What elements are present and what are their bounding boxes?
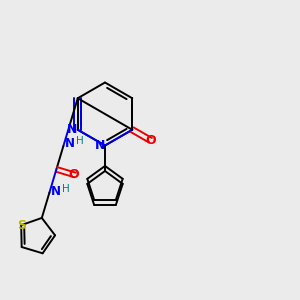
Text: S: S — [17, 219, 26, 232]
Text: H: H — [62, 184, 70, 194]
Text: N: N — [51, 184, 61, 198]
Text: H: H — [76, 136, 84, 146]
Text: O: O — [145, 134, 156, 147]
Text: N: N — [67, 123, 77, 136]
Text: N: N — [65, 136, 75, 150]
Text: O: O — [68, 169, 79, 182]
Text: N: N — [94, 139, 105, 152]
